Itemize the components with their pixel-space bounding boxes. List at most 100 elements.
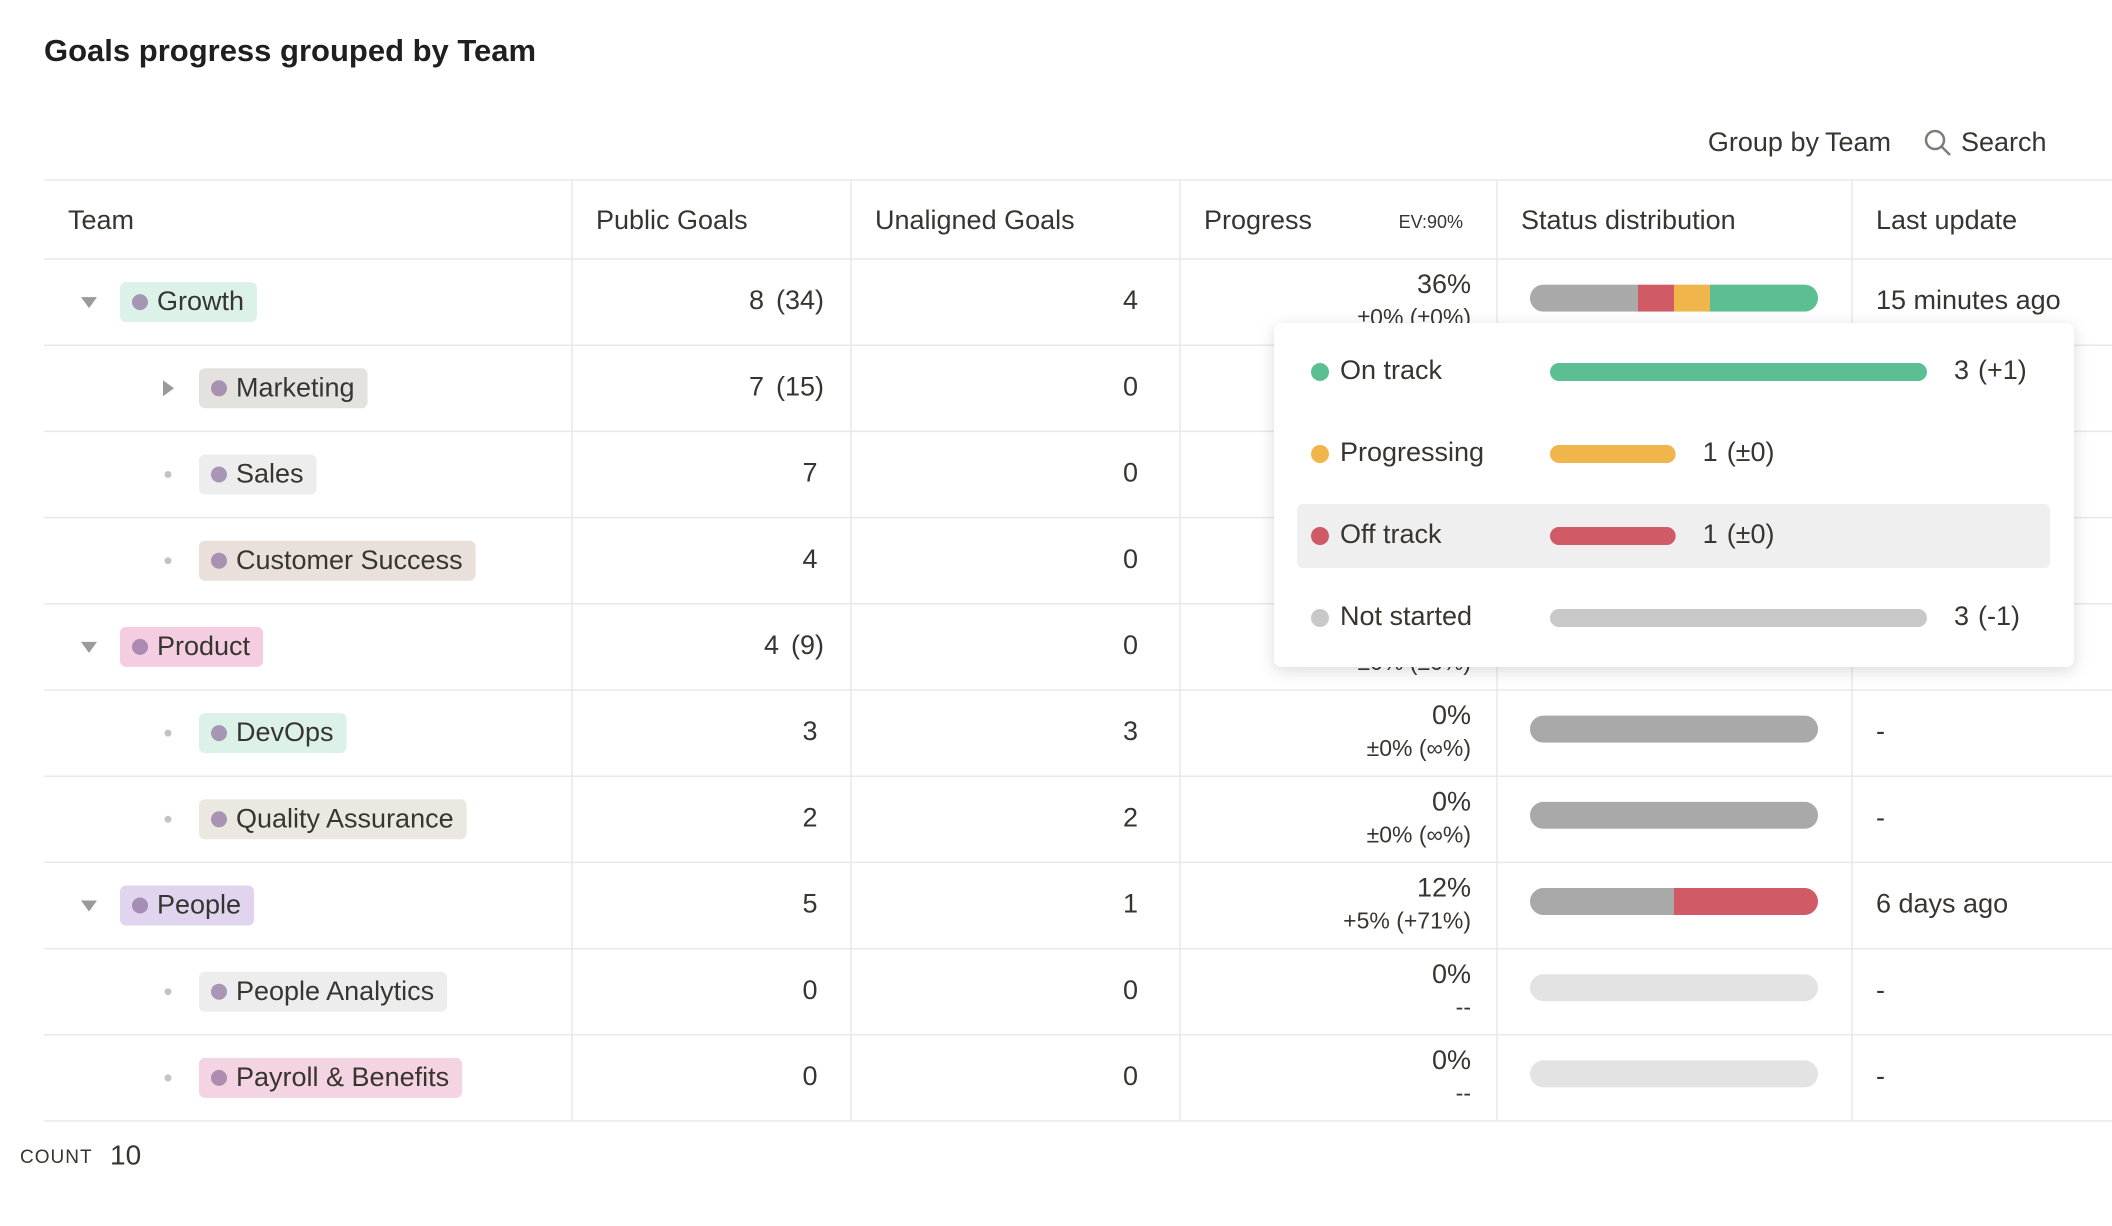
status-segment — [1530, 284, 1638, 312]
search[interactable]: Search — [1961, 127, 2047, 157]
unaligned-goals: 0 — [1123, 458, 1138, 488]
public-goals: 2 — [802, 802, 817, 832]
status-dot — [1311, 363, 1329, 381]
status-count: 3 — [1954, 601, 1969, 631]
progress-delta: +5% (+71%) — [1343, 908, 1471, 934]
team-name[interactable]: Product — [157, 631, 251, 661]
status-segment — [1674, 284, 1710, 312]
progress-delta: ±0% (∞%) — [1367, 735, 1471, 761]
status-label[interactable]: Off track — [1340, 519, 1442, 549]
last-update: - — [1876, 1061, 1885, 1091]
team-pill[interactable] — [199, 540, 476, 581]
status-label[interactable]: On track — [1340, 355, 1443, 385]
column-header: Progress — [1204, 205, 1312, 235]
unaligned-goals: 1 — [1123, 889, 1138, 919]
status-segment — [1638, 284, 1674, 312]
title: Goals progress grouped by Team — [44, 33, 536, 68]
team-pill[interactable] — [120, 885, 255, 926]
leaf-dot — [164, 471, 172, 478]
unaligned-goals: 0 — [1123, 1061, 1138, 1091]
public-goals: 7 — [749, 371, 764, 401]
team-pill[interactable] — [199, 1057, 463, 1098]
last-update: - — [1876, 975, 1885, 1005]
popup-bg — [1274, 323, 2074, 667]
search-icon — [1924, 129, 1946, 151]
progress: 0% — [1432, 959, 1471, 989]
column-header: Team — [68, 205, 134, 235]
last-update: 15 minutes ago — [1876, 285, 2061, 315]
team-pill[interactable] — [199, 368, 368, 409]
status-track — [1530, 1060, 1818, 1088]
status-count: 1 — [1703, 437, 1718, 467]
progress-delta: -- — [1456, 1080, 1471, 1106]
team-icon — [132, 294, 148, 311]
team-pill[interactable] — [199, 799, 467, 840]
status-count: 3 — [1954, 355, 1969, 385]
public-goals-total: (15) — [776, 371, 824, 401]
unaligned-goals: 0 — [1123, 975, 1138, 1005]
team-name[interactable]: People — [157, 890, 241, 920]
team-icon — [132, 897, 148, 914]
status-label[interactable]: Progressing — [1340, 437, 1484, 467]
public-goals: 4 — [764, 630, 779, 660]
team-name[interactable]: People Analytics — [236, 976, 434, 1006]
team-icon — [211, 466, 227, 483]
public-goals: 3 — [802, 716, 817, 746]
last-update: - — [1876, 716, 1885, 746]
public-goals: 0 — [802, 975, 817, 1005]
column-header: Status distribution — [1521, 205, 1736, 235]
leaf-dot — [164, 815, 172, 823]
team-pill[interactable] — [120, 626, 264, 667]
unaligned-goals: 4 — [1123, 285, 1138, 315]
team-name[interactable]: DevOps — [236, 717, 334, 747]
expand-toggle[interactable] — [81, 297, 97, 309]
team-pill[interactable] — [199, 713, 347, 754]
group-by-label[interactable]: Group by — [1708, 127, 1820, 157]
progress: 12% — [1417, 873, 1471, 903]
status-segment — [1710, 284, 1818, 312]
leaf-dot — [164, 988, 172, 996]
status-bar — [1550, 445, 1676, 463]
team-name[interactable]: Customer Success — [236, 545, 463, 575]
public-goals: 0 — [802, 1061, 817, 1091]
status-label[interactable]: Not started — [1340, 601, 1472, 631]
team-name[interactable]: Quality Assurance — [236, 803, 454, 833]
expand-toggle[interactable] — [81, 900, 97, 912]
team-pill[interactable] — [120, 282, 258, 323]
expand-toggle[interactable] — [163, 380, 174, 397]
expand-toggle[interactable] — [81, 641, 97, 653]
status-bar — [1550, 609, 1927, 627]
count-label: COUNT — [20, 1147, 93, 1168]
public-goals: 4 — [802, 544, 817, 574]
column-header: Public Goals — [596, 205, 748, 235]
status-track — [1530, 974, 1818, 1002]
status-dot — [1311, 527, 1329, 545]
status-dot — [1311, 609, 1329, 627]
progress-delta: -- — [1456, 994, 1471, 1020]
unaligned-goals: 2 — [1123, 802, 1138, 832]
team-name[interactable]: Growth — [157, 286, 244, 316]
progress: 0% — [1432, 1045, 1471, 1075]
progress-note: EV:90% — [1399, 212, 1463, 232]
team-pill[interactable] — [199, 971, 448, 1012]
status-popup: On track 3 (+1) Progressing 1 (±0) Off track 1 (… — [1274, 323, 2074, 667]
status-delta: (+1) — [1978, 355, 2027, 385]
last-update: 6 days ago — [1876, 889, 2008, 919]
group-by-value[interactable]: Team — [1825, 127, 1891, 157]
public-goals-total: (34) — [776, 285, 824, 315]
status-segment — [1674, 888, 1818, 915]
team-icon — [211, 983, 227, 1000]
team-name[interactable]: Marketing — [236, 372, 355, 402]
team-icon — [132, 638, 148, 655]
status-segment — [1530, 801, 1818, 829]
team-name[interactable]: Sales — [236, 459, 304, 489]
team-pill[interactable] — [199, 454, 317, 495]
status-bar — [1550, 527, 1676, 545]
team-icon — [211, 1069, 227, 1086]
count-value: 10 — [110, 1139, 141, 1170]
team-name[interactable]: Payroll & Benefits — [236, 1062, 449, 1092]
search-icon — [1941, 146, 1951, 156]
unaligned-goals: 3 — [1123, 716, 1138, 746]
